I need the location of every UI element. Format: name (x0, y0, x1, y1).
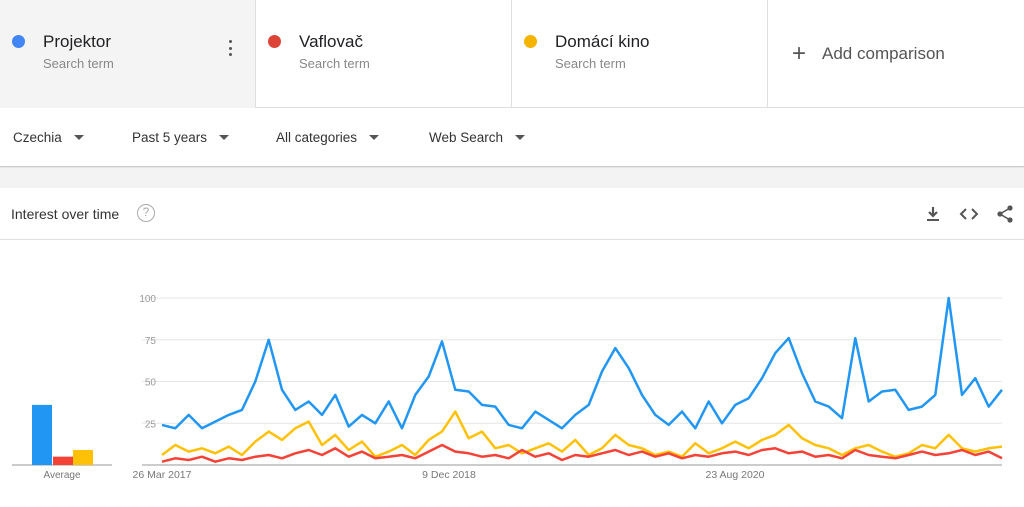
average-bar-vaflovač (53, 456, 73, 465)
x-tick-label: 26 Mar 2017 (133, 469, 192, 481)
term-type: Search term (555, 56, 626, 71)
series-line-domácí-kino (161, 410, 1003, 458)
y-tick-label: 100 (139, 294, 156, 305)
add-comparison-label: Add comparison (822, 43, 945, 63)
term-type: Search term (43, 56, 114, 71)
series-line-vaflovač (161, 443, 1003, 463)
section-gap (0, 168, 1024, 188)
caret-down-icon (369, 135, 380, 140)
series-line-projektor (161, 296, 1003, 430)
x-tick-label: 9 Dec 2018 (422, 469, 476, 481)
add-comparison-button[interactable]: + Add comparison (768, 0, 1024, 107)
x-tick-label: 23 Aug 2020 (706, 469, 765, 481)
search-type-dropdown[interactable]: Web Search (429, 130, 526, 145)
term-name: Vaflovač (299, 32, 363, 51)
series-color-dot (524, 35, 537, 48)
term-name: Projektor (43, 32, 112, 51)
download-icon[interactable] (923, 204, 943, 224)
y-tick-label: 50 (145, 378, 157, 389)
caret-down-icon (219, 135, 230, 140)
interest-chart: 100 75 50 25 26 Mar 2017 9 Dec 2018 23 Aug 202… (12, 294, 1003, 481)
series-color-dot (12, 35, 25, 48)
filters-bar: Czechia Past 5 years All categories Web … (0, 108, 1024, 167)
category-dropdown[interactable]: All categories (276, 130, 380, 145)
time-value: Past 5 years (132, 130, 208, 145)
interest-over-time-card: Interest over time ? 100 75 50 25 26 Mar 201… (0, 188, 1024, 507)
series-color-dot (268, 35, 281, 48)
plus-icon: + (792, 39, 807, 67)
card-title: Interest over time (11, 206, 120, 222)
average-bar-projektor (32, 404, 52, 465)
caret-down-icon (73, 135, 84, 140)
category-value: All categories (276, 130, 358, 145)
term-name: Domácí kino (555, 32, 650, 51)
average-label: Average (43, 470, 81, 481)
more-vert-icon[interactable] (229, 40, 233, 56)
term-card-domaci-kino[interactable]: Domácí kino Search term (512, 0, 768, 108)
term-type: Search term (299, 56, 370, 71)
term-card-vaflovac[interactable]: Vaflovač Search term (256, 0, 512, 108)
region-dropdown[interactable]: Czechia (13, 130, 84, 145)
help-icon[interactable]: ? (137, 204, 155, 222)
region-value: Czechia (13, 130, 62, 145)
average-bar-domácí-kino (73, 449, 93, 465)
share-icon[interactable] (995, 204, 1015, 224)
y-tick-label: 75 (145, 336, 157, 347)
search-type-value: Web Search (429, 130, 504, 145)
time-range-dropdown[interactable]: Past 5 years (132, 130, 230, 145)
embed-icon[interactable] (959, 204, 979, 224)
caret-down-icon (515, 135, 526, 140)
y-tick-label: 25 (145, 419, 157, 430)
term-card-projektor[interactable]: Projektor Search term (0, 0, 256, 108)
card-header: Interest over time ? (0, 188, 1024, 240)
search-terms-bar: Projektor Search term Vaflovač Search te… (0, 0, 1024, 108)
